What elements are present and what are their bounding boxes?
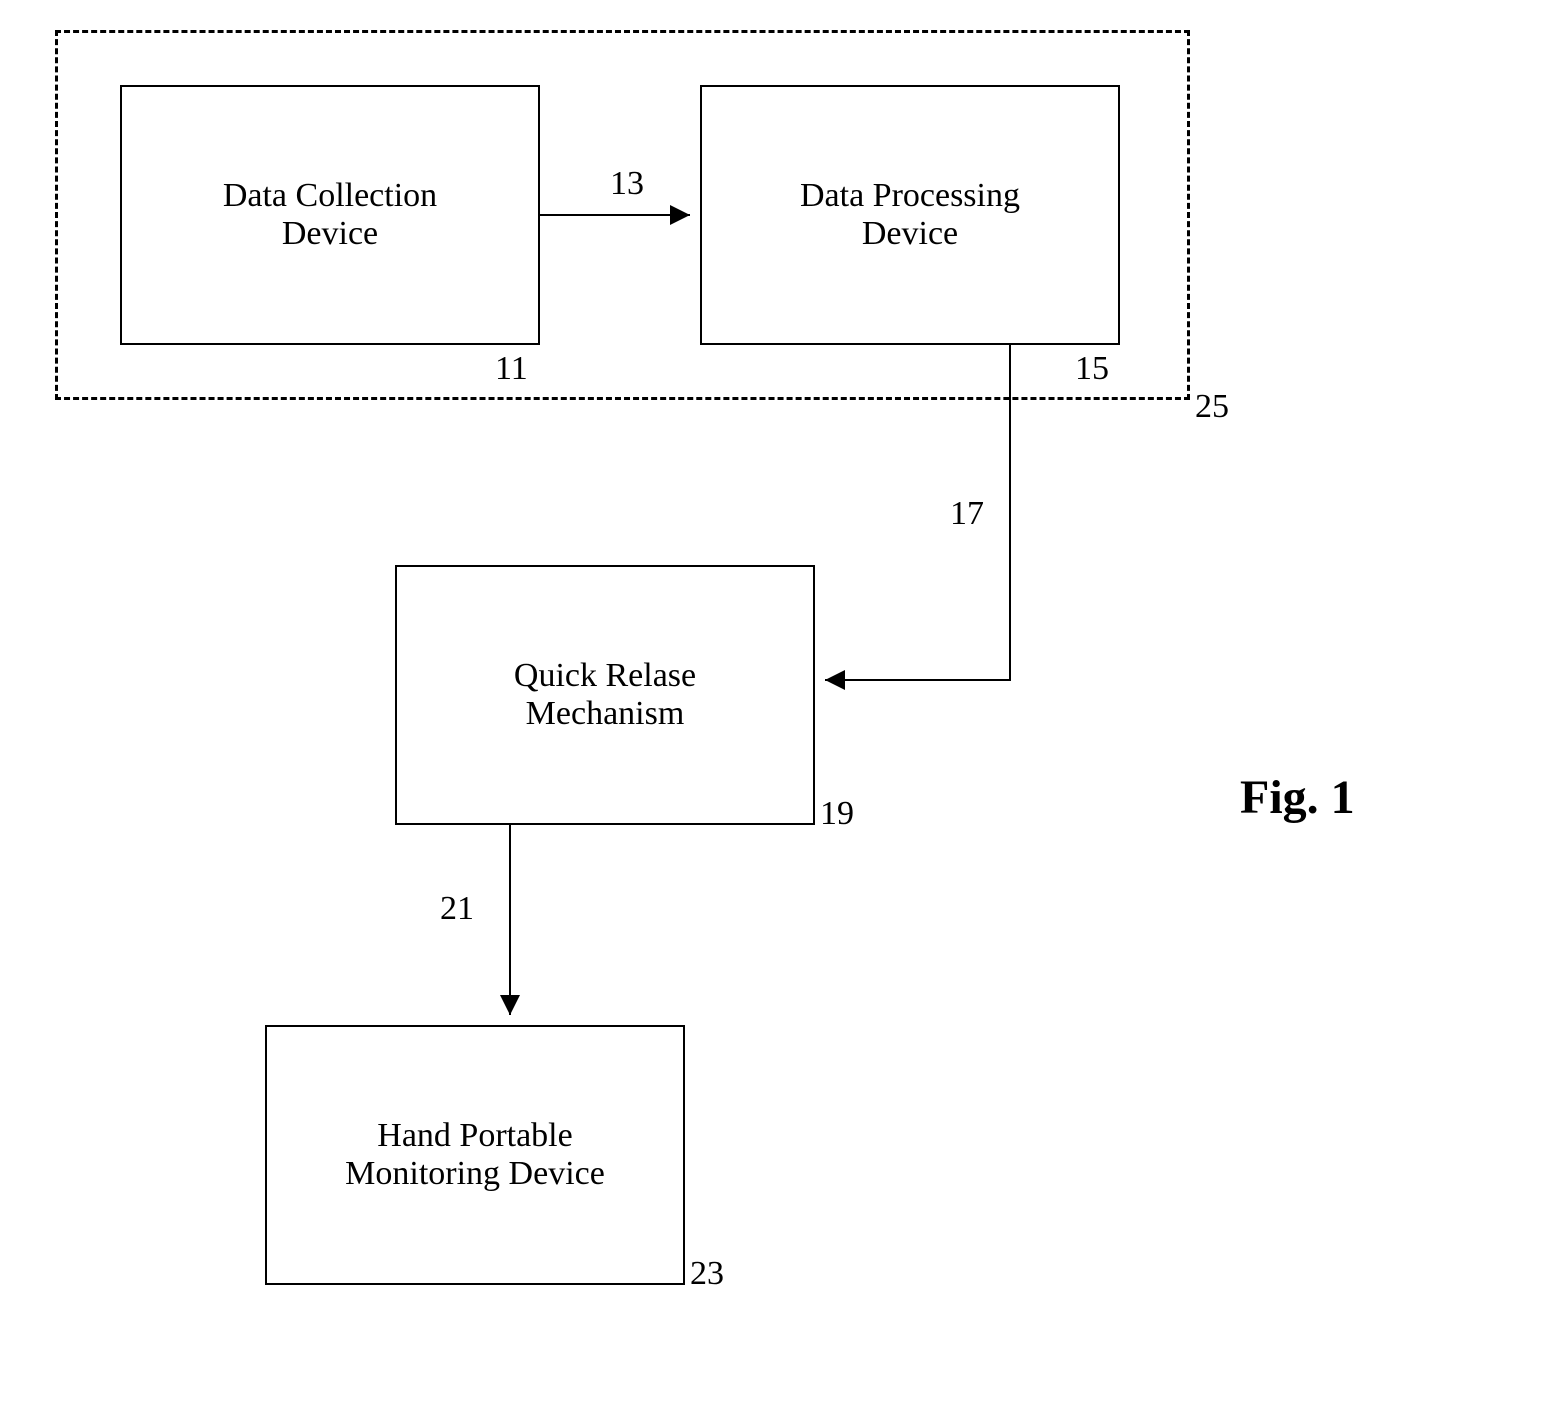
ref-label-23: 23 (690, 1255, 724, 1293)
node-label-line1: Quick Relase (514, 657, 696, 695)
node-label-line2: Monitoring Device (345, 1155, 605, 1193)
ref-label-25: 25 (1195, 388, 1229, 426)
figure-label: Fig. 1 (1240, 770, 1355, 825)
ref-label-11: 11 (495, 350, 528, 388)
node-quick-release: Quick Relase Mechanism (395, 565, 815, 825)
edge-17 (815, 345, 1035, 705)
node-label-line2: Device (282, 215, 378, 253)
edge-21 (495, 825, 525, 1025)
edge-label-21: 21 (440, 890, 474, 928)
node-label-line1: Data Collection (223, 177, 437, 215)
edge-label-13: 13 (610, 165, 644, 203)
node-data-collection: Data Collection Device (120, 85, 540, 345)
node-label-line1: Hand Portable (377, 1117, 572, 1155)
node-hand-portable: Hand Portable Monitoring Device (265, 1025, 685, 1285)
node-data-processing: Data Processing Device (700, 85, 1120, 345)
edge-label-17: 17 (950, 495, 984, 533)
edge-13 (540, 200, 700, 230)
node-label-line1: Data Processing (800, 177, 1020, 215)
ref-label-19: 19 (820, 795, 854, 833)
ref-label-15: 15 (1075, 350, 1109, 388)
node-label-line2: Mechanism (526, 695, 685, 733)
node-label-line2: Device (862, 215, 958, 253)
